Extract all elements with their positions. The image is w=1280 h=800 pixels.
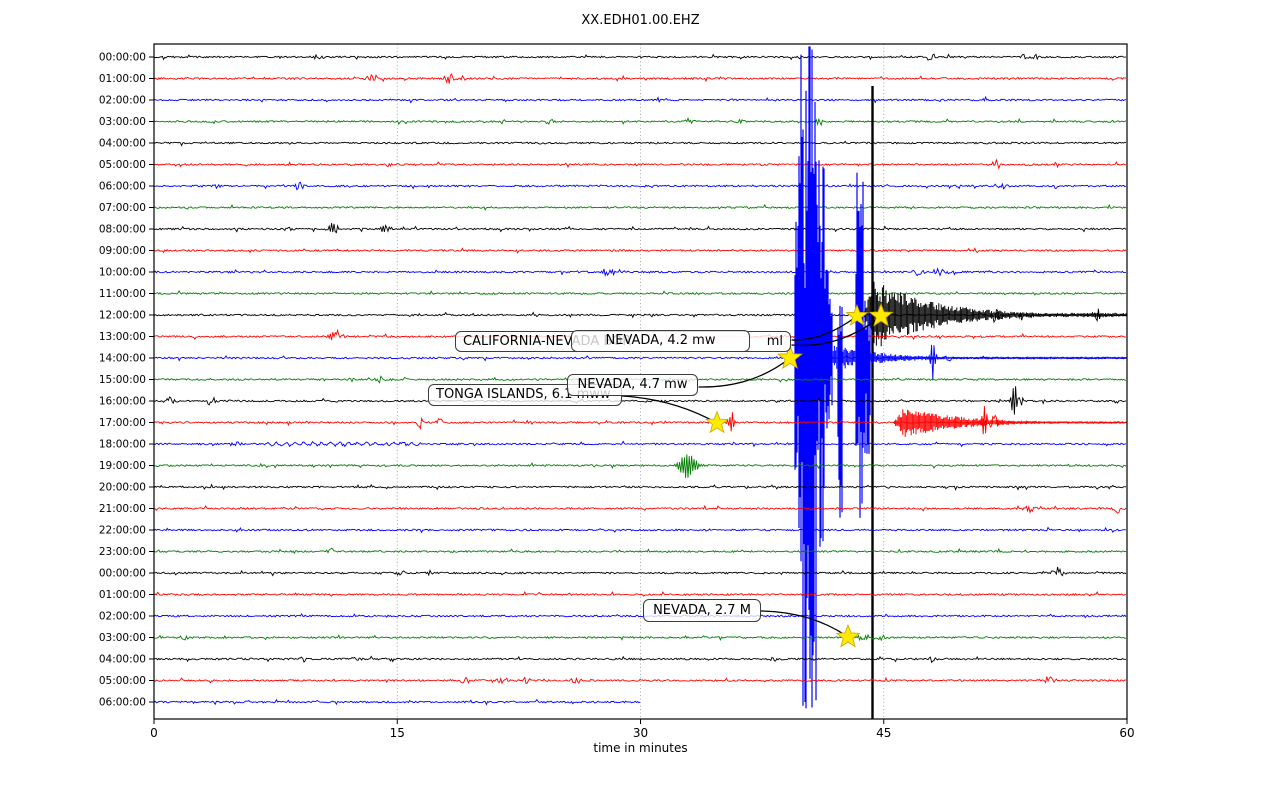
trace-row-23-23:00:00: [154, 547, 1127, 555]
trace-row-0-00:00:00: [154, 53, 1127, 61]
trace-row-28-04:00:00: [154, 655, 1127, 664]
event-star-2: [777, 344, 803, 370]
trace-row-5-05:00:00: [154, 158, 1127, 170]
y-tick-label-25: 01:00:00: [99, 589, 146, 601]
trace-row-30-06:00:00: [154, 698, 641, 706]
x-tick-label-30: 30: [633, 726, 648, 740]
trace-row-11-11:00:00: [154, 290, 1127, 296]
black-event-vline: [871, 86, 874, 719]
trace-coda-row-17: [892, 409, 1127, 437]
y-tick-label-27: 03:00:00: [99, 632, 146, 644]
event-star-3: [705, 410, 729, 434]
chart-title: XX.EDH01.00.EHZ: [581, 13, 700, 28]
y-tick-label-11: 11:00:00: [99, 288, 146, 300]
y-tick-label-24: 00:00:00: [99, 568, 146, 580]
event-label-nevada-42: NEVADA, 4.2 mw: [571, 330, 750, 352]
trace-row-17-17:00:00: [154, 406, 1126, 435]
traces-group: [154, 46, 1127, 719]
y-tick-label-18: 18:00:00: [99, 439, 146, 451]
trace-row-6-06:00:00: [154, 181, 1127, 191]
leader-line-3: [698, 357, 791, 388]
event-star-1: [868, 302, 894, 327]
y-tick-label-6: 06:00:00: [99, 181, 146, 193]
trace-row-26-02:00:00: [154, 612, 1127, 619]
leader-line-2: [621, 395, 718, 424]
trace-row-18-18:00:00: [154, 440, 1127, 448]
y-tick-label-16: 16:00:00: [99, 396, 146, 408]
y-tick-label-23: 23:00:00: [99, 546, 146, 558]
trace-row-29-05:00:00: [154, 676, 1127, 685]
trace-row-12-12:00:00: [154, 308, 1127, 324]
y-tick-label-4: 04:00:00: [99, 138, 146, 150]
event-star-4: [835, 623, 861, 648]
x-tick-label-0: 0: [150, 726, 158, 740]
x-axis-label: time in minutes: [593, 741, 688, 755]
event-label-text: NEVADA, 4.2 mw: [605, 333, 716, 348]
y-tick-label-0: 00:00:00: [99, 52, 146, 64]
y-tick-label-22: 22:00:00: [99, 525, 146, 537]
y-tick-label-26: 02:00:00: [99, 611, 146, 623]
leader-line-0: [791, 315, 882, 347]
y-tick-label-1: 01:00:00: [99, 73, 146, 85]
y-tick-label-8: 08:00:00: [99, 224, 146, 236]
trace-row-21-21:00:00: [154, 504, 1127, 514]
y-tick-label-2: 02:00:00: [99, 95, 146, 107]
event-label-nevada-27: NEVADA, 2.7 M: [643, 599, 761, 622]
y-tick-label-7: 07:00:00: [99, 202, 146, 214]
leader-line-1: [791, 315, 858, 341]
event-label-text: NEVADA, 4.7 mw: [577, 377, 688, 392]
event-label-text: NEVADA, 2.7 M: [653, 603, 751, 618]
event-label-text: TONGA ISLANDS, 6.1 mww: [436, 387, 611, 402]
trace-row-9-09:00:00: [154, 247, 1127, 254]
trace-row-22-22:00:00: [154, 526, 1127, 534]
trace-row-10-10:00:00: [154, 267, 1126, 278]
trace-row-3-03:00:00: [154, 116, 1127, 127]
y-tick-label-17: 17:00:00: [99, 417, 146, 429]
event-star-0: [845, 303, 869, 326]
y-tick-label-28: 04:00:00: [99, 654, 146, 666]
trace-row-4-04:00:00: [154, 140, 1127, 147]
y-tick-label-30: 06:00:00: [99, 697, 146, 709]
leader-line-4: [760, 610, 849, 638]
y-tick-label-21: 21:00:00: [99, 503, 146, 515]
y-tick-label-14: 14:00:00: [99, 353, 146, 365]
event-label-nevada-47: NEVADA, 4.7 mw: [567, 374, 698, 396]
event-label-text-suffix: ml: [766, 334, 783, 349]
y-tick-label-19: 19:00:00: [99, 460, 146, 472]
y-tick-label-10: 10:00:00: [99, 267, 146, 279]
x-tick-label-15: 15: [390, 726, 405, 740]
y-tick-label-13: 13:00:00: [99, 331, 146, 343]
y-tick-label-12: 12:00:00: [99, 310, 146, 322]
trace-row-20-20:00:00: [154, 483, 1127, 491]
y-tick-label-9: 09:00:00: [99, 245, 146, 257]
y-tick-label-29: 05:00:00: [99, 675, 146, 687]
trace-row-25-01:00:00: [154, 590, 1126, 597]
blue-event-column: [794, 46, 871, 709]
trace-row-2-02:00:00: [154, 95, 1127, 104]
trace-row-16-16:00:00: [154, 386, 1127, 415]
trace-row-27-03:00:00: [154, 633, 1127, 642]
y-tick-label-15: 15:00:00: [99, 374, 146, 386]
trace-row-1-01:00:00: [154, 73, 1127, 84]
trace-row-19-19:00:00: [154, 454, 1127, 478]
x-tick-label-45: 45: [876, 726, 891, 740]
x-tick-label-60: 60: [1119, 726, 1134, 740]
y-tick-label-20: 20:00:00: [99, 482, 146, 494]
trace-row-24-00:00:00: [154, 566, 1127, 577]
y-tick-label-3: 03:00:00: [99, 116, 146, 128]
trace-row-8-08:00:00: [154, 222, 1127, 234]
trace-row-7-07:00:00: [154, 203, 1127, 211]
y-tick-label-5: 05:00:00: [99, 159, 146, 171]
